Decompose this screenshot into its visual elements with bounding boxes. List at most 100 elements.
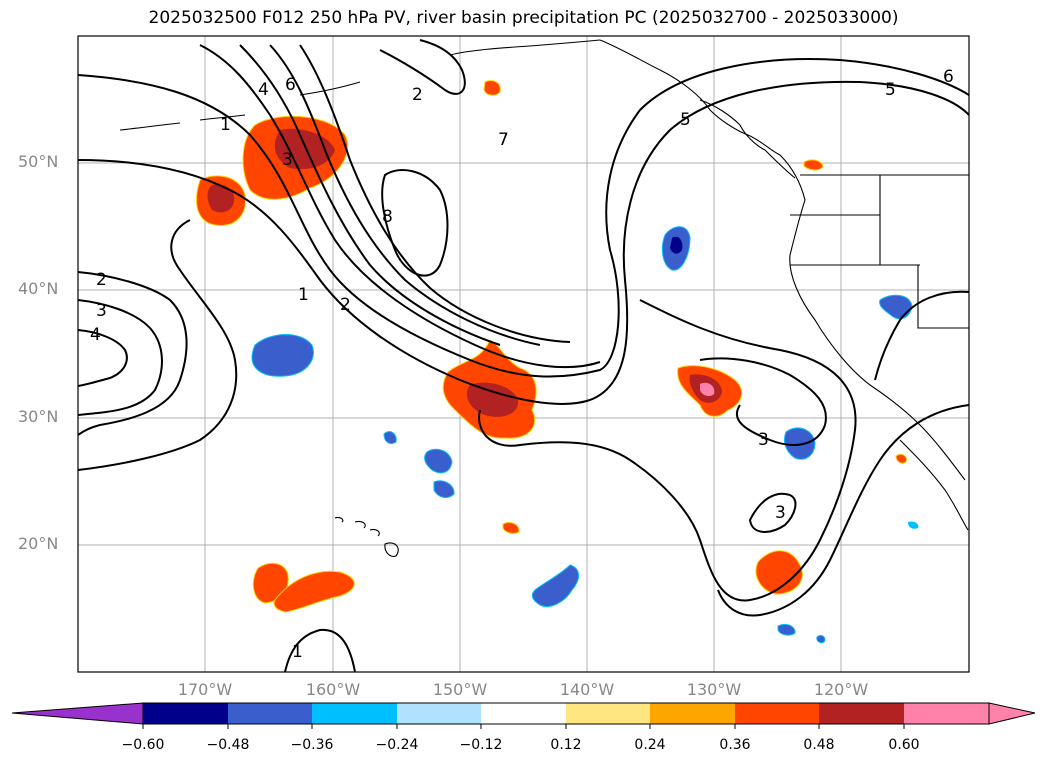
alaska-peninsula [449,39,601,56]
colorbar-tick-8: 0.36 [719,737,751,753]
colorbar-bin-9 [819,703,904,724]
pv-contour-west-2 [78,271,188,436]
precip-blob-south-2 [273,570,355,613]
pv-contour-sw-1 [78,219,238,471]
contour-label-14: 2 [412,85,423,105]
contour-label-8: 8 [382,207,393,227]
precip-blob-aleutian-west-core [207,184,235,213]
precip-blob-small-3 [803,159,824,171]
precip-negative-areas [251,226,919,644]
colorbar-bin-2 [228,703,312,724]
state-border-nevada [917,265,969,329]
colorbar-bin-5 [481,703,566,724]
precip-positive-areas [196,79,907,613]
colorbar-bin-8 [735,703,819,724]
lon-label-120: 120°W [813,680,869,699]
colorbar-tick-2: −0.48 [206,737,250,753]
pv-contour-southeast-3b [748,492,797,533]
pv-contour-5 [269,44,541,346]
contour-label-4: 4 [258,80,269,100]
pv-contour-southeast-outer [478,299,857,602]
contour-label-2: 2 [340,295,351,315]
colorbar-bin-3 [312,703,397,724]
precip-blob-southeast [755,550,803,595]
precip-blob-small-2 [502,521,520,534]
colorbar-tick-3: −0.36 [290,737,334,753]
contour-label-16: 3 [775,503,786,523]
colorbar-tick-6: 0.12 [550,737,582,753]
contour-label-6: 6 [285,75,296,95]
precip-neg-hawaii-3 [383,431,397,445]
colorbar-tick-5: −0.12 [459,737,503,753]
contour-label-1: 1 [298,285,309,305]
map-title: 2025032500 F012 250 hPa PV, river basin … [148,8,899,28]
lat-label-40: 40°N [18,279,59,298]
pv-contour-north-8 [381,169,449,277]
contour-label-3: 3 [282,150,293,170]
precip-neg-hawaii-2 [433,480,455,498]
precip-neg-california [879,294,913,320]
precip-neg-small-2 [816,635,826,644]
hawaii-islands [334,516,399,557]
contour-label-7: 7 [498,130,509,150]
colorbar-bin-6 [566,703,650,724]
contour-label-12: 4 [90,325,101,345]
precip-blob-east-peak [700,382,715,397]
alaska-coast [599,39,966,481]
precip-neg-west [251,334,314,377]
precip-blob-small-1 [483,79,501,96]
precip-neg-south [531,564,579,607]
contour-label-9: 1 [220,115,231,135]
baja-coast [899,439,969,531]
lat-label-20: 20°N [18,534,59,553]
lon-label-140: 140°W [559,680,615,699]
pv-contours [78,39,969,672]
aleutian-islands [119,81,361,131]
lon-label-170: 170°W [177,680,233,699]
precip-neg-small-1 [777,623,796,636]
contour-label-13: 1 [292,642,303,662]
contour-label-18: 6 [943,67,954,87]
contour-label-10: 2 [96,270,107,290]
precip-blob-small-4 [895,453,907,464]
lon-label-160: 160°W [305,680,361,699]
pv-contour-4 [239,44,501,346]
pv-contour-1 [78,58,969,378]
colorbar-tick-10: 0.60 [888,737,920,753]
lat-label-50: 50°N [18,152,59,171]
graticule [78,36,969,672]
colorbar-tick-9: 0.48 [803,737,835,753]
map-area [78,36,969,672]
precip-neg-small-3 [908,521,919,529]
precip-neg-east [783,427,816,460]
colorbar [11,702,1036,729]
colorbar-tick-7: 0.24 [634,737,666,753]
pv-contour-north-7 [379,39,466,95]
lat-label-30: 30°N [18,407,59,426]
pv-contour-2 [78,80,969,405]
map-border [77,35,970,673]
colorbar-bin-7 [650,703,735,724]
colorbar-extend-low [11,702,144,725]
colorbar-tick-1: −0.60 [121,737,165,753]
pv-contour-west-3 [78,299,163,416]
contour-label-11: 3 [96,301,107,321]
contour-label-15: 3 [758,430,769,450]
colorbar-bin-4 [397,703,481,724]
lon-label-150: 150°W [432,680,488,699]
pv-contour-east-2 [874,290,969,381]
pv-contour-west-4 [78,329,128,387]
pv-contour-east [717,404,969,617]
colorbar-extend-high [988,702,1036,725]
pv-contour-6 [299,44,571,343]
pv-contour-southeast-3 [699,357,827,446]
contour-label-17: 5 [680,110,691,130]
colorbar-bin-1 [143,703,228,724]
coastlines [119,39,969,557]
precip-blob-central-core [466,382,519,417]
lon-label-130: 130°W [686,680,742,699]
colorbar-tick-4: −0.24 [375,737,419,753]
contour-label-5: 5 [885,80,896,100]
precip-neg-hawaii-1 [424,448,453,474]
